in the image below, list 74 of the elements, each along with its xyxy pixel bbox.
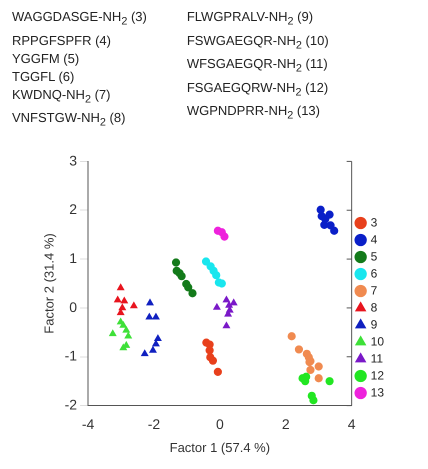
legend-label: 8 [370,300,378,314]
point [314,362,323,370]
point [152,312,160,320]
y-axis-title: Factor 2 (31.4 %) [41,233,56,334]
point [222,296,230,302]
point [149,346,157,352]
point [117,284,124,290]
text: FLWGPRALV-NH$_{2}$ (9) [186,8,314,30]
x-axis-title: Factor 1 (57.4 %) [170,440,270,455]
point [154,334,162,341]
point [114,296,122,302]
x-tick-label: 0 [216,416,224,432]
point [122,326,130,332]
point [202,257,210,266]
legend-label: 10 [370,334,384,348]
legend-label: 9 [370,317,378,332]
point [330,226,338,235]
point [188,288,197,298]
point [124,332,132,338]
text: WGPNDPRR-NH$_{2}$ (13) [186,102,321,124]
text: VNFSTGW-NH$_{2}$ (8) [12,109,126,131]
y-tick-label: -1 [64,347,78,364]
y-tick-label: 1 [69,250,78,266]
legend-label: 3 [370,215,378,230]
point [120,296,128,304]
legend-label: 12 [370,368,384,382]
point [146,298,154,306]
point [146,312,153,320]
text: FSGAEGQRW-NH$_{2}$ (12) [186,78,329,100]
point [214,368,222,376]
legend-label: 6 [370,266,378,280]
point [118,304,126,310]
text: RPPGFSPFR (4) [12,32,112,49]
point [212,270,220,280]
point [184,283,192,292]
y-tick-label: 2 [69,200,78,217]
point [178,272,186,280]
legend-label: 4 [370,232,378,246]
text: KWDNQ-NH$_{2}$ (7) [12,86,112,108]
point [325,210,334,219]
y-tick-label: -2 [64,396,78,412]
point [314,374,323,382]
x-tick-label: 2 [282,416,290,432]
point [288,332,296,340]
point [172,258,180,266]
point [230,298,238,306]
x-tick-label: 4 [348,416,356,432]
point [222,322,230,328]
point [120,321,127,328]
x-tick-label: -4 [82,416,94,432]
point [109,329,116,336]
legend-label: 5 [370,249,378,264]
point [294,345,304,354]
legend-label: 11 [370,351,384,366]
legend-label: 13 [370,385,384,400]
text: WFSGAEGQR-NH$_{2}$ (11) [186,55,329,77]
point [306,366,315,374]
text: FSWGAEGQR-NH$_{2}$ (10) [186,32,329,54]
point [130,302,138,308]
legend-label: 7 [370,283,378,298]
point [213,303,221,310]
y-tick-label: 0 [69,298,78,315]
text: YGGFM (5) [12,50,80,67]
point [325,376,334,386]
text: TGGFL (6) [12,68,76,85]
point [220,232,229,240]
y-tick-label: 3 [69,152,78,168]
point [208,356,218,365]
point [309,396,318,404]
point [225,301,233,308]
point [120,344,127,350]
x-tick-label: -2 [148,416,160,432]
text: WAGGDASGE-NH$_{2}$ (3) [12,8,147,30]
point [141,350,148,356]
